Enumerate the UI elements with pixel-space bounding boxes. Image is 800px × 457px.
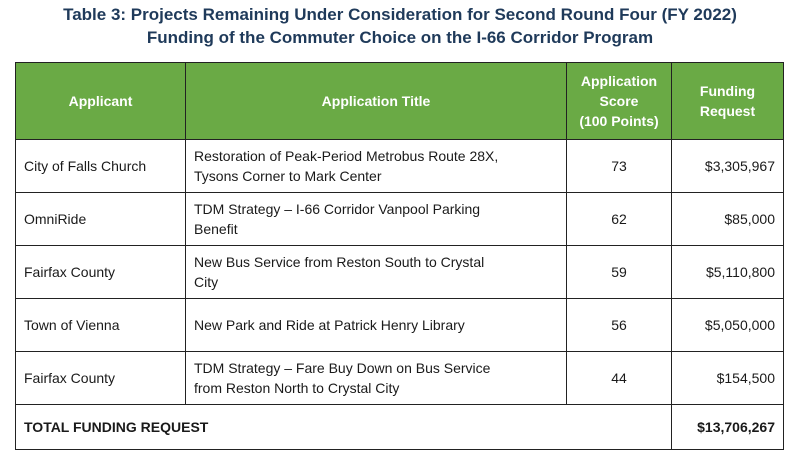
- header-score-line-2: Score: [599, 93, 639, 109]
- header-funding-request: Funding Request: [671, 62, 784, 140]
- table-row: Fairfax County TDM Strategy – Fare Buy D…: [15, 351, 784, 405]
- applicant-cell: Fairfax County: [15, 351, 186, 405]
- title-line-1: TDM Strategy – Fare Buy Down on Bus Serv…: [194, 360, 491, 376]
- title-line-1: TDM Strategy – I-66 Corridor Vanpool Par…: [194, 201, 481, 217]
- header-funding-line-1: Funding: [699, 83, 756, 99]
- projects-table: Applicant Application Title Application …: [15, 62, 784, 450]
- table-row: OmniRide TDM Strategy – I-66 Corridor Va…: [15, 192, 784, 246]
- applicant-cell: City of Falls Church: [15, 139, 186, 193]
- applicant-cell: Town of Vienna: [15, 298, 186, 352]
- score-cell: 62: [566, 192, 672, 246]
- funding-cell: $154,500: [671, 351, 784, 405]
- funding-cell: $85,000: [671, 192, 784, 246]
- header-row: Applicant Application Title Application …: [15, 62, 784, 140]
- header-applicant: Applicant: [15, 62, 186, 140]
- score-cell: 59: [566, 245, 672, 299]
- table-caption-line-1: Table 3: Projects Remaining Under Consid…: [63, 5, 737, 24]
- application-title-cell: New Park and Ride at Patrick Henry Libra…: [185, 298, 567, 352]
- table-row: Town of Vienna New Park and Ride at Patr…: [15, 298, 784, 352]
- application-title-cell: TDM Strategy – Fare Buy Down on Bus Serv…: [185, 351, 567, 405]
- header-funding-line-2: Request: [699, 103, 756, 119]
- title-line-2: from Reston North to Crystal City: [194, 380, 400, 396]
- funding-cell: $3,305,967: [671, 139, 784, 193]
- total-amount: $13,706,267: [671, 404, 784, 450]
- title-line-2: City: [194, 274, 219, 290]
- title-line-1: New Park and Ride at Patrick Henry Libra…: [194, 317, 465, 333]
- funding-cell: $5,110,800: [671, 245, 784, 299]
- table-caption-line-2: Funding of the Commuter Choice on the I-…: [146, 28, 654, 47]
- score-cell: 44: [566, 351, 672, 405]
- title-line-2: Benefit: [194, 221, 238, 237]
- title-line-1: New Bus Service from Reston South to Cry…: [194, 254, 485, 270]
- header-application-title: Application Title: [185, 62, 567, 140]
- header-score-line-1: Application: [580, 73, 658, 89]
- table-row: Fairfax County New Bus Service from Rest…: [15, 245, 784, 299]
- total-row: TOTAL FUNDING REQUEST $13,706,267: [15, 404, 784, 450]
- title-line-2: Tysons Corner to Mark Center: [194, 168, 382, 184]
- header-score: Application Score (100 Points): [566, 62, 672, 140]
- score-cell: 56: [566, 298, 672, 352]
- title-line-1: Restoration of Peak-Period Metrobus Rout…: [194, 148, 499, 164]
- application-title-cell: Restoration of Peak-Period Metrobus Rout…: [185, 139, 567, 193]
- funding-cell: $5,050,000: [671, 298, 784, 352]
- application-title-cell: New Bus Service from Reston South to Cry…: [185, 245, 567, 299]
- application-title-cell: TDM Strategy – I-66 Corridor Vanpool Par…: [185, 192, 567, 246]
- applicant-cell: OmniRide: [15, 192, 186, 246]
- table-row: City of Falls Church Restoration of Peak…: [15, 139, 784, 193]
- total-label: TOTAL FUNDING REQUEST: [15, 404, 672, 450]
- table-caption: Table 3: Projects Remaining Under Consid…: [0, 3, 800, 51]
- score-cell: 73: [566, 139, 672, 193]
- applicant-cell: Fairfax County: [15, 245, 186, 299]
- header-score-line-3: (100 Points): [579, 113, 659, 129]
